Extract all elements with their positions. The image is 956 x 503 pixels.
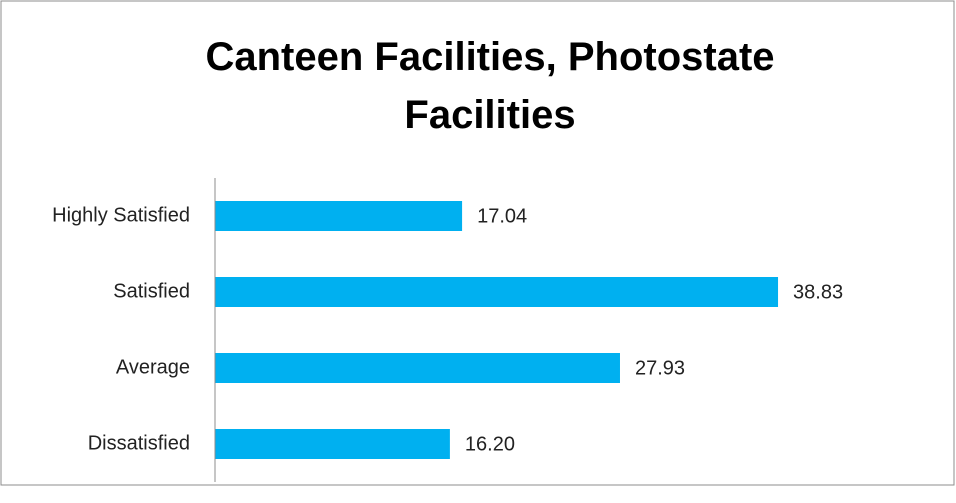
y-tick-label: Dissatisfied [88, 432, 190, 454]
y-tick-label: Highly Satisfied [52, 204, 190, 226]
data-label: 27.93 [635, 357, 685, 379]
data-label: 38.83 [793, 281, 843, 303]
data-label: 16.20 [465, 433, 515, 455]
chart-border [0, 0, 955, 486]
chart-title: Canteen Facilities, Photostate Facilitie… [205, 35, 775, 137]
y-tick-label: Satisfied [113, 280, 190, 302]
data-label: 17.04 [477, 205, 527, 227]
bar [215, 353, 620, 383]
bar [215, 277, 779, 307]
y-tick-label: Average [116, 356, 190, 378]
bar [215, 201, 463, 231]
bar [215, 429, 450, 459]
